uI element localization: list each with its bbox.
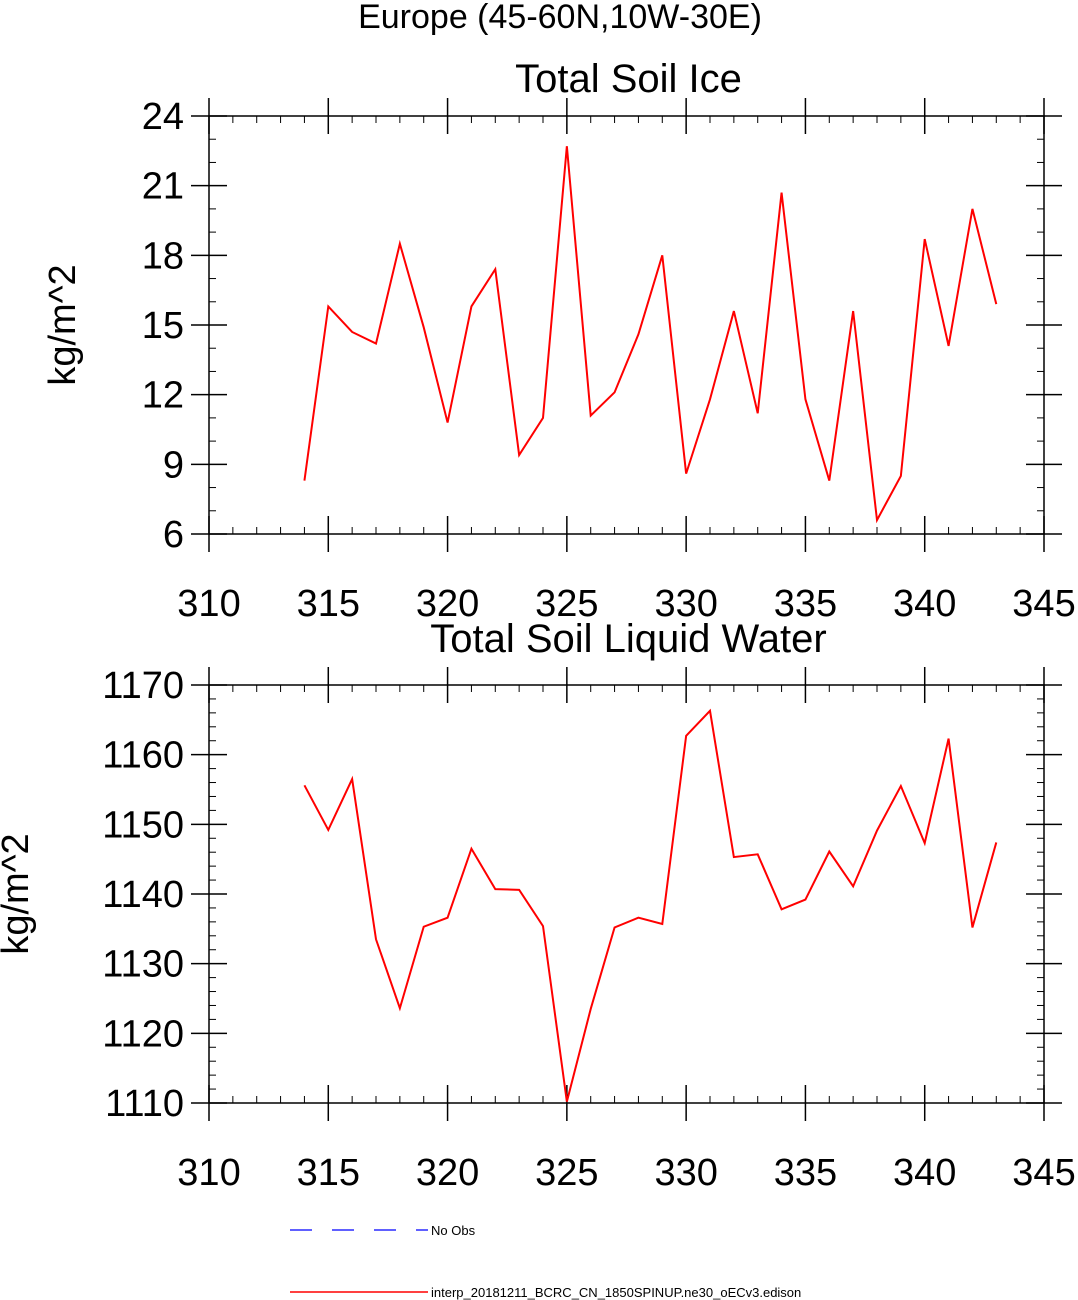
chart-0-y-axis-label: kg/m^2 — [42, 264, 84, 385]
chart-0-x-tick-label: 345 — [1012, 583, 1075, 625]
chart-1-y-tick-label: 1110 — [105, 1083, 184, 1125]
chart-0-x-tick-label: 315 — [297, 583, 360, 625]
chart-0-x-tick-label: 320 — [416, 583, 479, 625]
chart-1-x-tick-label: 345 — [1012, 1152, 1075, 1194]
chart-1-x-tick-label: 335 — [774, 1152, 837, 1194]
chart-1-x-tick-label: 315 — [297, 1152, 360, 1194]
chart-0-title: Total Soil Ice — [515, 57, 742, 101]
chart-0-x-tick-label: 325 — [535, 583, 598, 625]
chart-0-x-tick-label: 310 — [177, 583, 240, 625]
chart-0-x-tick-label: 335 — [774, 583, 837, 625]
chart-1-x-tick-label: 320 — [416, 1152, 479, 1194]
chart-0-y-tick-label: 18 — [142, 235, 184, 277]
chart-0-y-tick-label: 21 — [142, 166, 184, 208]
legend: No Obs interp_20181211_BCRC_CN_1850SPINU… — [290, 1223, 801, 1300]
chart-1-y-tick-label: 1140 — [102, 874, 184, 916]
chart-0-y-tick-label: 9 — [163, 444, 184, 486]
chart-1-y-axis-label: kg/m^2 — [0, 833, 37, 954]
legend-no-obs-label: No Obs — [431, 1223, 476, 1238]
chart-1-plot-frame — [208, 684, 1045, 1104]
chart-1-series-line-0 — [303, 708, 998, 1102]
chart-1-y-tick-label: 1170 — [102, 665, 184, 707]
chart-1-x-tick-label: 310 — [177, 1152, 240, 1194]
chart-0-y-tick-label: 12 — [142, 375, 184, 417]
chart-0-y-tick-label: 6 — [163, 514, 184, 556]
chart-1-x-tick-label: 325 — [535, 1152, 598, 1194]
legend-model-label: interp_20181211_BCRC_CN_1850SPINUP.ne30_… — [431, 1285, 801, 1300]
chart-0-y-tick-label: 15 — [142, 305, 184, 347]
chart-1-x-tick-label: 340 — [893, 1152, 956, 1194]
chart-1-y-tick-label: 1130 — [102, 944, 184, 986]
figure-main-title: Europe (45-60N,10W-30E) — [358, 0, 762, 36]
chart-0-plot-frame — [208, 115, 1045, 535]
chart-1-title: Total Soil Liquid Water — [430, 617, 826, 661]
chart-0-x-tick-label: 330 — [654, 583, 717, 625]
chart-1-x-tick-label: 330 — [654, 1152, 717, 1194]
chart-panel-total-soil-ice: 310 315 320 325 330 335 340 345 6 9 12 15 18 21 24 Tota… — [42, 57, 1076, 625]
chart-0-series-line-0 — [303, 146, 998, 524]
chart-0-x-tick-label: 340 — [893, 583, 956, 625]
chart-1-y-tick-label: 1150 — [102, 804, 184, 846]
chart-panel-total-soil-liquid-water: 310 315 320 325 330 335 340 345 1110 1120 1130 1140… — [0, 617, 1076, 1194]
chart-1-y-tick-label: 1160 — [102, 735, 184, 777]
chart-1-y-tick-label: 1120 — [102, 1013, 184, 1055]
chart-0-y-tick-label: 24 — [142, 96, 184, 138]
